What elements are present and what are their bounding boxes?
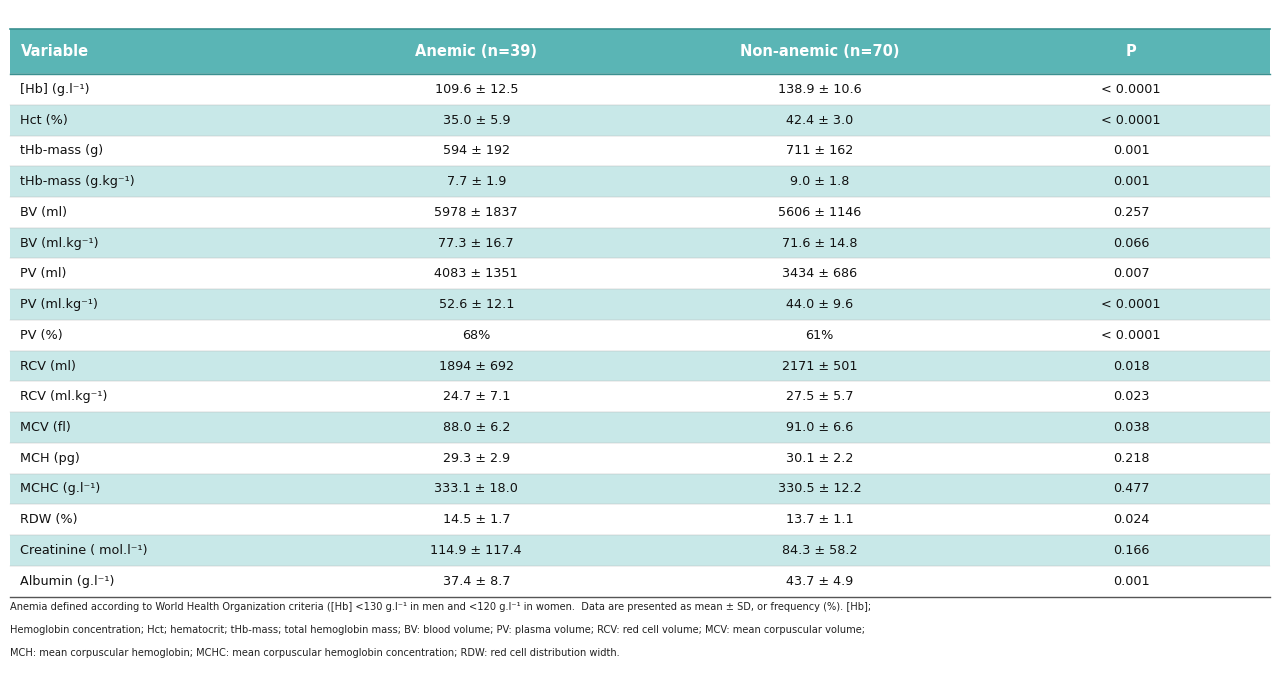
Bar [10, 104, 1270, 136]
Bar [10, 29, 1270, 74]
Bar [10, 320, 1270, 351]
Text: Non-anemic (n=70): Non-anemic (n=70) [740, 44, 900, 59]
Text: 84.3 ± 58.2: 84.3 ± 58.2 [782, 544, 858, 557]
Bar [10, 443, 1270, 473]
Text: Anemic (n=39): Anemic (n=39) [415, 44, 538, 59]
Text: 0.024: 0.024 [1114, 513, 1149, 526]
Text: < 0.0001: < 0.0001 [1102, 298, 1161, 311]
Text: < 0.0001: < 0.0001 [1102, 329, 1161, 342]
Text: 42.4 ± 3.0: 42.4 ± 3.0 [786, 113, 852, 127]
Text: 0.038: 0.038 [1112, 421, 1149, 434]
Text: 68%: 68% [462, 329, 490, 342]
Text: 0.023: 0.023 [1114, 390, 1149, 403]
Text: 13.7 ± 1.1: 13.7 ± 1.1 [786, 513, 854, 526]
Bar [10, 197, 1270, 228]
Text: 77.3 ± 16.7: 77.3 ± 16.7 [439, 237, 515, 250]
Text: Anemia defined according to World Health Organization criteria ([Hb] <130 g.l⁻¹ : Anemia defined according to World Health… [10, 602, 872, 612]
Text: Creatinine ( mol.l⁻¹): Creatinine ( mol.l⁻¹) [20, 544, 148, 557]
Bar [10, 228, 1270, 258]
Text: 0.066: 0.066 [1114, 237, 1149, 250]
Text: 7.7 ± 1.9: 7.7 ± 1.9 [447, 175, 506, 188]
Text: 109.6 ± 12.5: 109.6 ± 12.5 [434, 83, 518, 96]
Text: Hemoglobin concentration; Hct; hematocrit; tHb-mass; total hemoglobin mass; BV: : Hemoglobin concentration; Hct; hematocri… [10, 625, 865, 635]
Text: 0.001: 0.001 [1112, 145, 1149, 157]
Bar [10, 504, 1270, 535]
Text: MCV (fl): MCV (fl) [20, 421, 72, 434]
Bar [10, 381, 1270, 412]
Text: MCH: mean corpuscular hemoglobin; MCHC: mean corpuscular hemoglobin concentratio: MCH: mean corpuscular hemoglobin; MCHC: … [10, 648, 620, 657]
Text: 27.5 ± 5.7: 27.5 ± 5.7 [786, 390, 854, 403]
Bar [10, 258, 1270, 289]
Text: 44.0 ± 9.6: 44.0 ± 9.6 [786, 298, 852, 311]
Bar [10, 289, 1270, 320]
Text: [Hb] (g.l⁻¹): [Hb] (g.l⁻¹) [20, 83, 90, 96]
Text: 4083 ± 1351: 4083 ± 1351 [434, 267, 518, 280]
Text: 0.218: 0.218 [1114, 452, 1149, 465]
Text: 0.477: 0.477 [1114, 482, 1149, 495]
Text: 29.3 ± 2.9: 29.3 ± 2.9 [443, 452, 509, 465]
Text: P: P [1126, 44, 1137, 59]
Text: RCV (ml.kg⁻¹): RCV (ml.kg⁻¹) [20, 390, 108, 403]
Text: BV (ml): BV (ml) [20, 206, 68, 219]
Bar [10, 166, 1270, 197]
Text: tHb-mass (g.kg⁻¹): tHb-mass (g.kg⁻¹) [20, 175, 136, 188]
Text: 91.0 ± 6.6: 91.0 ± 6.6 [786, 421, 852, 434]
Text: PV (ml.kg⁻¹): PV (ml.kg⁻¹) [20, 298, 99, 311]
Text: RDW (%): RDW (%) [20, 513, 78, 526]
Text: 114.9 ± 117.4: 114.9 ± 117.4 [430, 544, 522, 557]
Bar [10, 412, 1270, 443]
Text: 14.5 ± 1.7: 14.5 ± 1.7 [443, 513, 509, 526]
Text: RCV (ml): RCV (ml) [20, 360, 77, 372]
Text: 71.6 ± 14.8: 71.6 ± 14.8 [782, 237, 858, 250]
Text: 0.018: 0.018 [1112, 360, 1149, 372]
Text: 138.9 ± 10.6: 138.9 ± 10.6 [778, 83, 861, 96]
Text: PV (%): PV (%) [20, 329, 63, 342]
Text: 0.257: 0.257 [1114, 206, 1149, 219]
Text: 2171 ± 501: 2171 ± 501 [782, 360, 858, 372]
Text: MCHC (g.l⁻¹): MCHC (g.l⁻¹) [20, 482, 101, 495]
Text: 0.007: 0.007 [1112, 267, 1149, 280]
Text: 37.4 ± 8.7: 37.4 ± 8.7 [443, 574, 509, 588]
Bar [10, 136, 1270, 166]
Text: 711 ± 162: 711 ± 162 [786, 145, 852, 157]
Text: 9.0 ± 1.8: 9.0 ± 1.8 [790, 175, 849, 188]
Text: 52.6 ± 12.1: 52.6 ± 12.1 [439, 298, 515, 311]
Text: < 0.0001: < 0.0001 [1102, 83, 1161, 96]
Text: 61%: 61% [805, 329, 833, 342]
Text: tHb-mass (g): tHb-mass (g) [20, 145, 104, 157]
Text: 5606 ± 1146: 5606 ± 1146 [778, 206, 861, 219]
Text: 24.7 ± 7.1: 24.7 ± 7.1 [443, 390, 509, 403]
Text: MCH (pg): MCH (pg) [20, 452, 81, 465]
Text: 0.166: 0.166 [1114, 544, 1149, 557]
Text: Variable: Variable [20, 44, 88, 59]
Text: Hct (%): Hct (%) [20, 113, 68, 127]
Text: < 0.0001: < 0.0001 [1102, 113, 1161, 127]
Bar [10, 535, 1270, 566]
Text: PV (ml): PV (ml) [20, 267, 67, 280]
Text: 0.001: 0.001 [1112, 175, 1149, 188]
Text: 333.1 ± 18.0: 333.1 ± 18.0 [434, 482, 518, 495]
Text: 3434 ± 686: 3434 ± 686 [782, 267, 858, 280]
Text: 330.5 ± 12.2: 330.5 ± 12.2 [778, 482, 861, 495]
Text: BV (ml.kg⁻¹): BV (ml.kg⁻¹) [20, 237, 99, 250]
Text: 88.0 ± 6.2: 88.0 ± 6.2 [443, 421, 509, 434]
Text: 0.001: 0.001 [1112, 574, 1149, 588]
Text: Albumin (g.l⁻¹): Albumin (g.l⁻¹) [20, 574, 115, 588]
Bar [10, 74, 1270, 104]
Text: 35.0 ± 5.9: 35.0 ± 5.9 [443, 113, 509, 127]
Text: 30.1 ± 2.2: 30.1 ± 2.2 [786, 452, 854, 465]
Text: 5978 ± 1837: 5978 ± 1837 [434, 206, 518, 219]
Bar [10, 566, 1270, 597]
Text: 43.7 ± 4.9: 43.7 ± 4.9 [786, 574, 852, 588]
Bar [10, 473, 1270, 504]
Text: 594 ± 192: 594 ± 192 [443, 145, 509, 157]
Bar [10, 351, 1270, 381]
Text: 1894 ± 692: 1894 ± 692 [439, 360, 513, 372]
